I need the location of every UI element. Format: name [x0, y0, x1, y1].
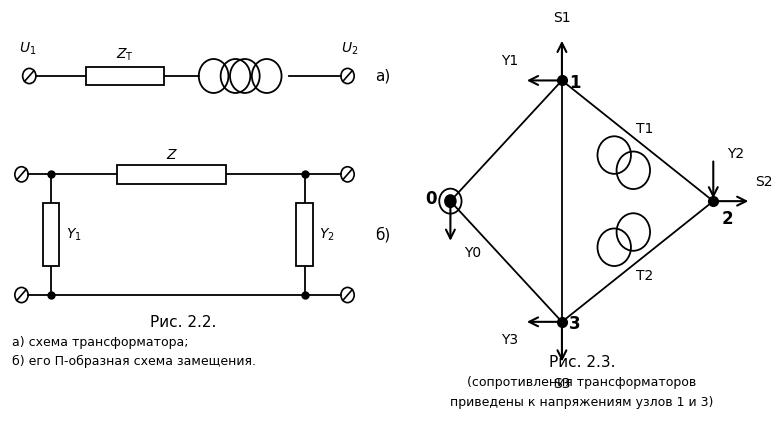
Text: S3: S3 — [553, 377, 571, 391]
Text: б) его П-образная схема замещения.: б) его П-образная схема замещения. — [12, 355, 255, 368]
Text: 2: 2 — [722, 210, 733, 228]
Text: Рис. 2.2.: Рис. 2.2. — [151, 315, 216, 330]
Text: Y3: Y3 — [501, 333, 518, 347]
Text: $U_2$: $U_2$ — [341, 41, 358, 57]
Text: 0: 0 — [426, 190, 437, 208]
Text: приведены к напряжениям узлов 1 и 3): приведены к напряжениям узлов 1 и 3) — [450, 396, 714, 409]
Text: (сопротивления трансформаторов: (сопротивления трансформаторов — [467, 376, 697, 389]
Circle shape — [445, 195, 456, 207]
Text: б): б) — [375, 227, 390, 243]
Text: Y1: Y1 — [501, 54, 518, 68]
Text: 1: 1 — [569, 74, 580, 92]
Text: 3: 3 — [569, 315, 581, 333]
Text: Рис. 2.3.: Рис. 2.3. — [548, 355, 615, 371]
Bar — [43, 203, 59, 266]
Text: $Y_1$: $Y_1$ — [66, 227, 81, 243]
Text: $Z_\mathregular{T}$: $Z_\mathregular{T}$ — [116, 47, 134, 63]
Bar — [117, 165, 226, 184]
Text: Т1: Т1 — [636, 122, 653, 136]
Text: Y2: Y2 — [727, 147, 744, 161]
Text: $Y_2$: $Y_2$ — [319, 227, 335, 243]
Text: а): а) — [375, 68, 390, 84]
Bar — [86, 67, 164, 85]
Text: S1: S1 — [553, 12, 571, 25]
Text: S2: S2 — [755, 175, 772, 189]
Text: $Z$: $Z$ — [166, 148, 178, 162]
Text: $U_1$: $U_1$ — [19, 41, 36, 57]
Text: Y0: Y0 — [465, 246, 481, 260]
Bar — [297, 203, 312, 266]
Text: Т2: Т2 — [636, 269, 653, 283]
Text: а) схема трансформатора;: а) схема трансформатора; — [12, 336, 188, 349]
